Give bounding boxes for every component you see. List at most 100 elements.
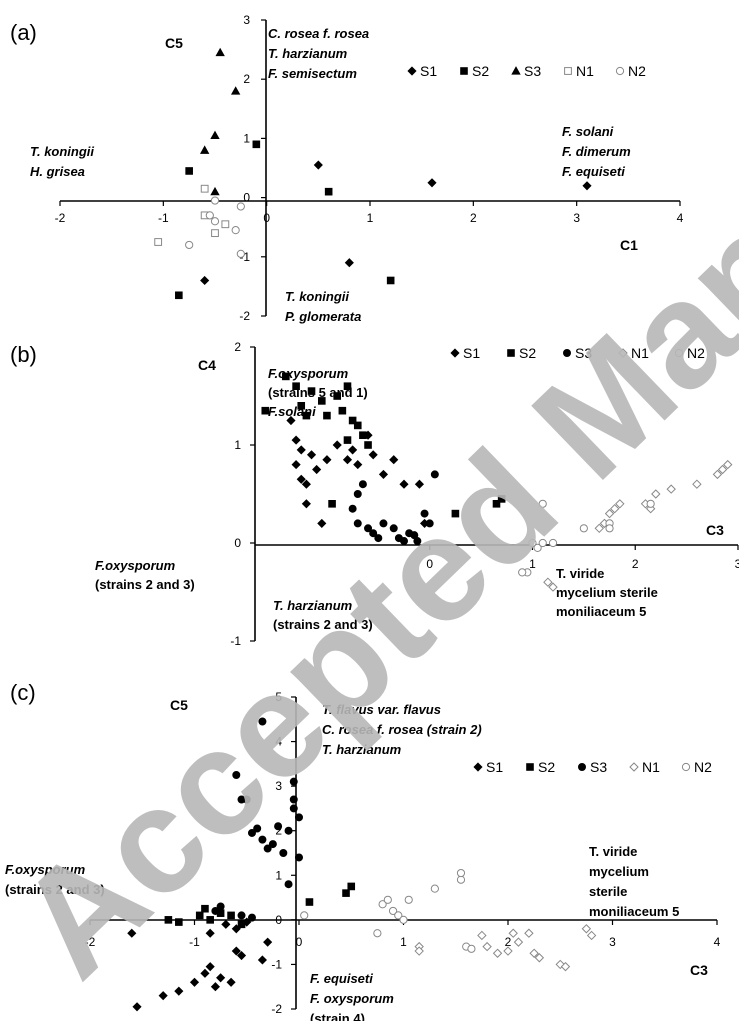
data-point xyxy=(414,479,424,489)
series-s3 xyxy=(211,717,303,922)
chart-panel-b: 0 1 2 3 -1 0 1 2 (b) C4 C3 S1 S2 S3 N1 N2 F.oxysporum (st… xyxy=(10,340,739,648)
data-point xyxy=(242,795,251,804)
annotation-line: T. viride xyxy=(589,844,637,859)
data-point xyxy=(210,196,220,205)
x-tick-label: 1 xyxy=(400,935,407,949)
data-point xyxy=(261,406,270,415)
y-tick-label: 2 xyxy=(234,340,241,354)
data-point xyxy=(348,445,358,455)
data-point xyxy=(609,503,620,514)
annotation: F.oxysporum (strains 2 and 3) xyxy=(95,558,195,592)
chart-panel-a: -2 -1 0 1 2 3 4 -2 -1 0 1 2 3 (a) C5 C1 S1 S2 S3 N1 N2 C. ros… xyxy=(10,13,684,324)
y-tick-label: 0 xyxy=(275,913,282,927)
x-tick-label: 1 xyxy=(529,557,536,571)
series-n2 xyxy=(185,196,245,258)
data-point xyxy=(389,524,398,533)
data-point xyxy=(300,911,309,920)
data-point xyxy=(175,918,183,926)
data-point xyxy=(513,937,524,947)
x-tick-label: 0 xyxy=(296,935,303,949)
data-point xyxy=(353,421,362,430)
data-point xyxy=(258,835,267,844)
annotation-line: T. koningii xyxy=(30,144,94,159)
legend-label: N2 xyxy=(687,345,705,361)
data-point xyxy=(348,504,357,513)
data-point xyxy=(232,771,241,780)
data-point xyxy=(306,450,317,460)
series-n2 xyxy=(300,868,476,953)
data-point xyxy=(548,582,558,592)
data-point xyxy=(723,459,733,470)
data-point xyxy=(508,928,518,938)
legend-marker xyxy=(407,66,417,76)
x-tick-label: 0 xyxy=(263,211,270,225)
annotation-line: H. grisea xyxy=(30,164,85,179)
series-s1 xyxy=(127,917,273,1012)
legend: S1 S2 S3 N1 N2 xyxy=(450,345,705,361)
annotation-line: F. semisectum xyxy=(268,66,357,81)
data-point xyxy=(175,291,183,300)
data-point xyxy=(359,431,367,439)
series-s2 xyxy=(175,140,395,300)
y-axis-label: C5 xyxy=(170,697,188,713)
data-point xyxy=(420,509,429,518)
data-point xyxy=(492,499,501,508)
data-point xyxy=(296,445,306,455)
legend-marker xyxy=(674,348,684,358)
data-point xyxy=(430,470,439,479)
data-point xyxy=(252,140,261,149)
data-point xyxy=(200,275,210,286)
data-point xyxy=(294,813,303,822)
annotation-line: moniliaceum 5 xyxy=(589,904,679,919)
y-tick-label: -2 xyxy=(239,309,250,323)
data-point xyxy=(211,906,220,915)
x-tick-label: 1 xyxy=(367,211,374,225)
data-point xyxy=(456,868,466,878)
data-point xyxy=(127,928,137,938)
legend-marker xyxy=(507,349,515,357)
annotation-line: (strains 2 and 3) xyxy=(95,577,195,592)
series-s3 xyxy=(348,470,439,546)
data-point xyxy=(210,982,220,992)
annotation-line: moniliaceum 5 xyxy=(556,604,646,619)
series-s1 xyxy=(286,415,430,528)
data-point xyxy=(344,258,354,268)
chart-panels: -2 -1 0 1 2 3 4 -2 -1 0 1 2 3 (a) C5 C1 S1 S2 S3 N1 N2 C. ros… xyxy=(5,13,739,1021)
annotation-line: (strains 5 and 1) xyxy=(268,385,368,400)
x-axis-label: C1 xyxy=(620,237,638,253)
data-point xyxy=(324,187,333,196)
data-point xyxy=(307,387,316,395)
series-n1 xyxy=(414,924,597,972)
data-point xyxy=(185,240,194,250)
x-tick-label: 4 xyxy=(714,935,721,949)
y-tick-label: -1 xyxy=(230,634,241,648)
data-point xyxy=(538,538,547,548)
data-point xyxy=(399,479,409,489)
annotation-line: T. flavus var. flavus xyxy=(322,702,441,717)
y-tick-label: 1 xyxy=(275,868,282,882)
data-point xyxy=(605,524,614,533)
data-point xyxy=(274,822,283,831)
y-tick-label: -2 xyxy=(271,1002,282,1016)
y-tick-label: 1 xyxy=(243,131,250,145)
legend-marker xyxy=(450,348,460,358)
legend-label: S3 xyxy=(590,759,607,775)
data-point xyxy=(413,537,422,546)
data-point xyxy=(305,898,314,906)
legend-label: S3 xyxy=(524,63,541,79)
y-tick-label: 4 xyxy=(275,735,282,749)
annotation-line: T. harzianum xyxy=(322,742,402,757)
panel-label: (a) xyxy=(10,20,37,45)
data-point xyxy=(206,916,214,924)
data-point xyxy=(263,937,273,947)
series-s3 xyxy=(199,47,241,196)
data-point xyxy=(221,919,231,929)
legend-marker xyxy=(615,66,625,76)
data-point xyxy=(594,523,604,534)
data-point xyxy=(503,946,513,956)
data-point xyxy=(154,238,163,246)
data-point xyxy=(342,889,350,897)
data-point xyxy=(399,915,408,924)
data-point xyxy=(348,416,357,425)
data-point xyxy=(582,181,592,191)
